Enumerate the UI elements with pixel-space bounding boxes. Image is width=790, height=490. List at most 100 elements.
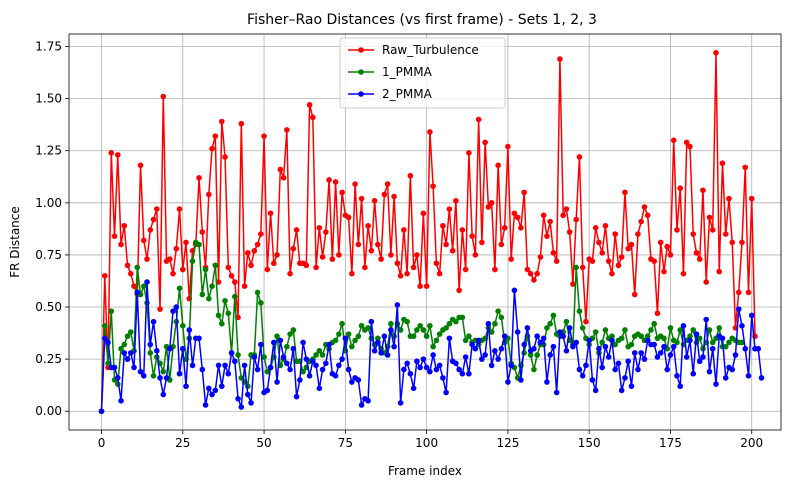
y-tick-label: 1.75 [35,40,62,54]
data-point [631,350,638,356]
data-point [462,354,469,360]
data-point [371,197,378,204]
data-point [524,325,531,331]
data-point [703,316,710,323]
data-point [700,187,706,194]
data-point [488,200,495,206]
data-point [514,329,521,335]
data-point [602,343,609,350]
data-point [462,337,469,344]
data-point [199,291,206,298]
data-point [121,341,128,348]
data-point [742,164,749,171]
data-point [612,366,618,373]
data-point [414,327,420,333]
data-point [183,239,189,246]
y-axis-ticks: 0.00 0.25 0.50 0.75 1.00 1.25 1.50 1.75 [35,40,69,418]
data-point [706,368,713,375]
data-point [394,260,401,267]
data-point [137,368,144,375]
data-point [150,318,157,325]
data-point [420,210,427,217]
data-point [657,239,664,246]
legend-swatch-marker [358,69,364,75]
data-point [316,225,323,231]
data-point [264,368,271,375]
data-point [290,245,297,252]
data-point [118,345,124,352]
data-point [550,250,557,256]
data-point [381,191,388,198]
data-point [726,339,732,346]
data-point [290,327,297,333]
data-point [358,322,365,329]
data-point [729,366,736,373]
data-point [313,264,319,271]
data-point [453,318,459,325]
data-point [241,283,248,289]
data-point [375,339,381,346]
data-point [394,302,401,308]
data-point [251,247,258,254]
series-line [100,52,756,412]
x-tick-label: 150 [578,436,601,450]
data-point [459,370,466,377]
y-tick-label: 0.00 [35,404,62,418]
x-axis-label: Frame index [388,464,462,478]
data-point [179,266,186,273]
data-point [264,266,271,273]
y-tick-label: 1.50 [35,92,62,106]
data-point [501,333,508,340]
data-point [121,222,128,229]
data-point [345,214,352,221]
data-point [313,362,319,369]
data-point [443,389,449,396]
data-point [219,320,225,327]
data-point [397,400,404,406]
data-point [472,345,479,352]
data-point [436,362,443,369]
data-point [378,350,384,356]
x-tick-label: 100 [415,436,438,450]
data-point [540,212,547,219]
y-tick-label: 1.00 [35,196,62,210]
data-point [739,322,745,329]
data-point [462,266,469,273]
data-point [284,360,290,367]
data-point [127,329,134,335]
data-point [303,262,310,269]
data-point [498,345,505,352]
data-point [547,218,553,225]
data-point [518,377,524,383]
data-point [326,177,332,183]
data-point [368,318,375,325]
data-point [391,193,397,200]
data-point [739,239,745,246]
data-point [245,250,251,256]
data-point [687,337,693,344]
data-point [521,189,527,196]
data-point [245,391,251,398]
data-point [748,195,755,202]
data-point [267,364,274,371]
data-point [534,352,540,358]
data-point [547,320,553,327]
data-point [592,387,599,394]
data-point [355,377,362,383]
data-point [648,327,654,333]
data-point [310,114,316,121]
data-point [537,339,544,346]
data-point [368,247,375,254]
data-point [687,143,693,150]
data-point [111,233,118,239]
data-point [440,222,446,229]
series-2-pmma [98,279,765,415]
data-point [222,362,228,369]
data-point [423,283,430,289]
data-point [147,341,154,348]
data-point [254,289,261,296]
data-point [384,352,391,358]
data-point [339,189,345,196]
data-point [514,214,521,221]
